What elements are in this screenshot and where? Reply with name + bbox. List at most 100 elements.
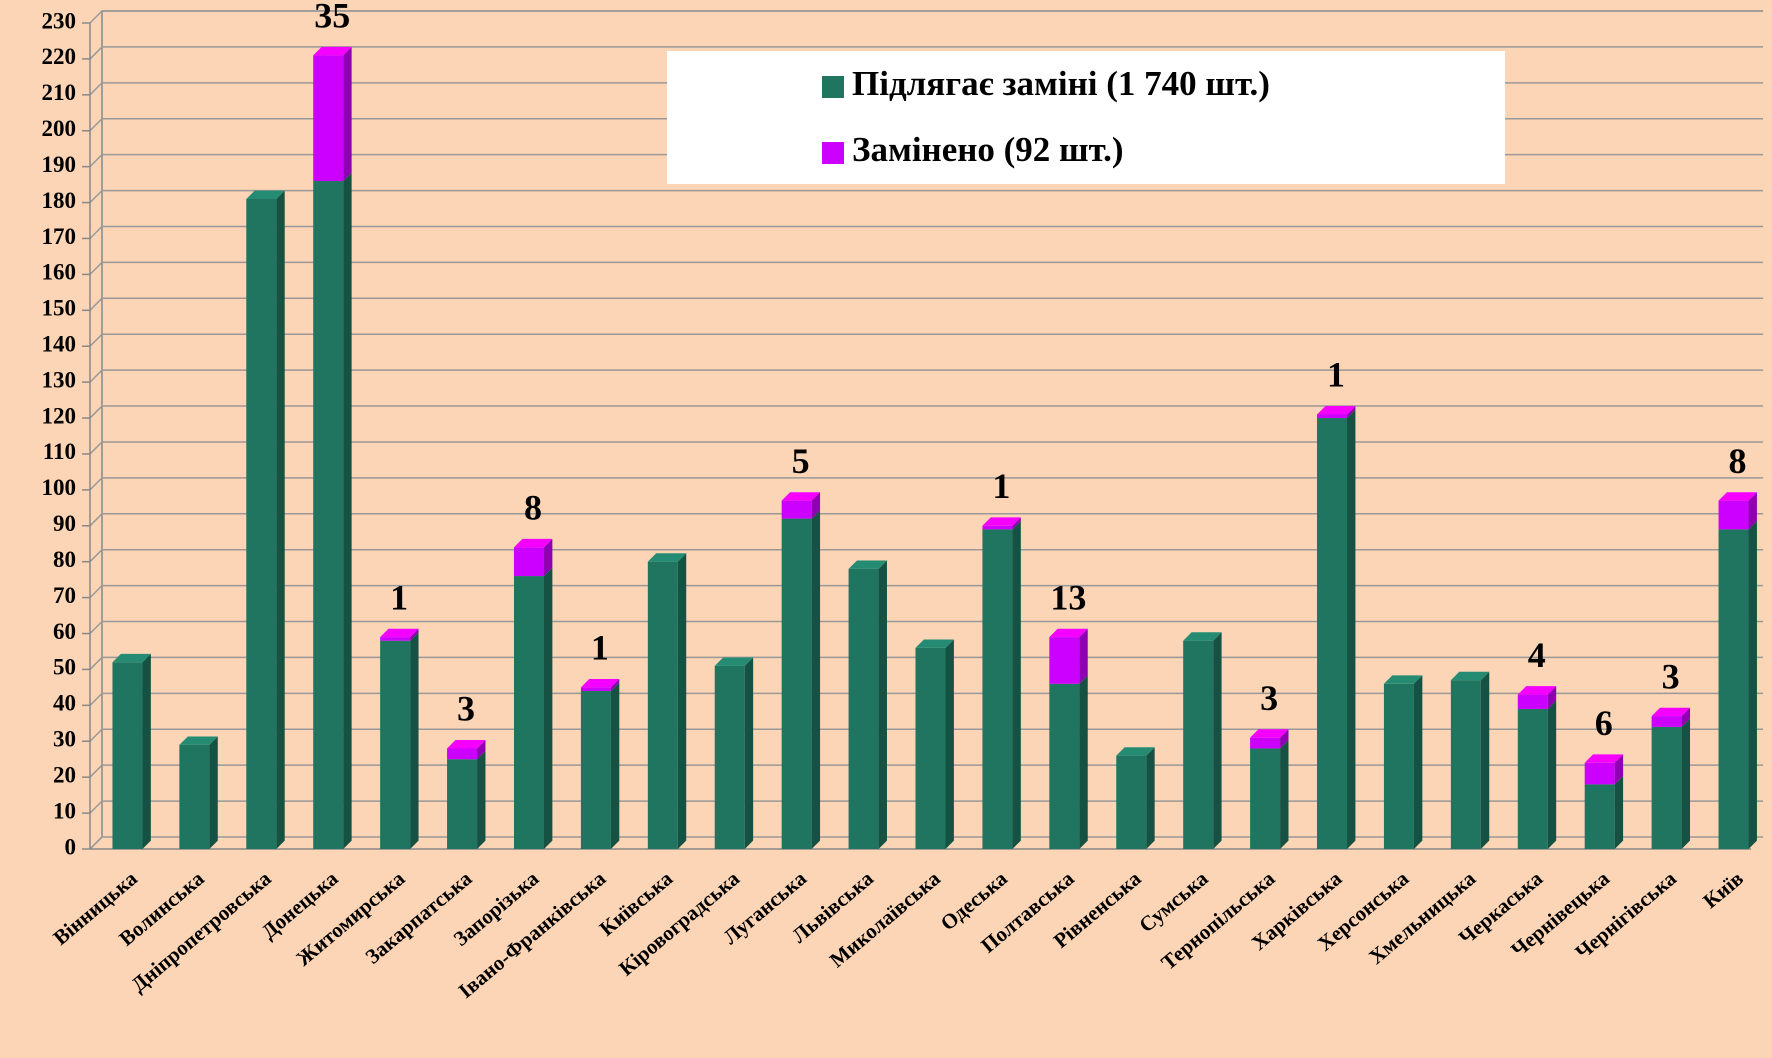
grid-line	[89, 261, 1763, 275]
bar-top	[1383, 675, 1423, 684]
bar-side	[1280, 740, 1289, 849]
bar-side	[677, 553, 687, 849]
grid-line	[89, 46, 1763, 60]
y-tick-label: 10	[53, 798, 76, 823]
bar-segment	[179, 744, 210, 849]
legend-box	[667, 51, 1505, 184]
data-label: 1	[591, 628, 609, 668]
bar-segment	[580, 687, 611, 691]
bar-top	[580, 678, 620, 688]
bar-segment	[313, 55, 344, 182]
data-label: 35	[314, 0, 350, 36]
bar-top	[781, 492, 821, 501]
bar-side	[811, 510, 821, 849]
data-label: 3	[1662, 656, 1680, 696]
bar-top	[915, 639, 954, 648]
bar-segment	[1718, 500, 1749, 530]
bar-side	[1079, 675, 1088, 849]
bar-side	[1614, 775, 1624, 849]
data-label: 5	[792, 441, 810, 481]
legend-swatch	[822, 76, 844, 98]
bar-top	[982, 517, 1021, 526]
y-tick-label: 170	[42, 224, 77, 249]
bar-top	[1517, 686, 1557, 695]
bar-side	[1614, 754, 1624, 785]
bar-side	[209, 736, 218, 849]
bar-side	[1413, 675, 1423, 849]
y-tick-label: 210	[42, 80, 77, 105]
bar-top	[513, 538, 553, 548]
bar-side	[945, 639, 954, 849]
bar-side	[1748, 492, 1757, 530]
bar-top	[1450, 671, 1490, 681]
bar-segment	[1116, 755, 1147, 849]
bar-top	[447, 740, 486, 749]
y-tick-label: 80	[53, 547, 76, 572]
y-tick-label: 220	[42, 44, 77, 69]
y-tick-label: 0	[65, 834, 77, 859]
bar-segment	[1049, 683, 1080, 849]
bar-segment	[1049, 637, 1080, 684]
bar-side	[744, 657, 754, 849]
bar-top	[1718, 492, 1757, 501]
y-tick-label: 190	[42, 152, 77, 177]
bar-side	[276, 190, 285, 849]
y-tick-label: 90	[53, 511, 76, 536]
bar-segment	[1383, 683, 1414, 849]
bar-side	[410, 632, 419, 849]
bar-side	[610, 682, 620, 849]
bar-top	[112, 653, 151, 663]
data-label: 8	[1729, 441, 1747, 481]
bar-segment	[313, 181, 344, 849]
bar-segment	[1584, 784, 1615, 849]
bar-top	[714, 657, 754, 666]
y-tick-label: 180	[42, 188, 77, 213]
bar-side	[1681, 718, 1691, 849]
y-tick-label: 140	[42, 331, 77, 356]
y-tick-label: 130	[42, 367, 77, 392]
y-tick-label: 120	[42, 403, 77, 428]
grid-line	[89, 297, 1763, 311]
bar-segment	[1584, 762, 1615, 785]
grid-line	[89, 548, 1763, 563]
bar-side	[1280, 729, 1289, 749]
grid-line	[89, 369, 1763, 383]
grid-line	[89, 333, 1763, 347]
bar-segment	[1517, 708, 1548, 849]
grid-line	[89, 513, 1763, 527]
bar-side	[1146, 747, 1155, 849]
y-tick-label: 50	[53, 655, 76, 680]
bar-side	[1547, 686, 1557, 709]
bar-top	[1584, 754, 1624, 763]
x-tick-label: Тернопільська	[1156, 866, 1279, 975]
bar-top	[1651, 707, 1691, 717]
bar-segment	[246, 198, 277, 850]
bar-side	[1480, 671, 1490, 849]
bar-top	[647, 553, 687, 562]
grid-line	[89, 584, 1763, 599]
bar-top	[179, 736, 218, 745]
bar-segment	[1250, 748, 1281, 849]
bar-side	[1012, 520, 1021, 849]
bar-segment	[580, 690, 611, 849]
y-tick-label: 60	[53, 619, 76, 644]
bar-top	[1183, 632, 1222, 641]
bar-top	[848, 560, 887, 569]
legend-label: Замінено (92 шт.)	[852, 130, 1124, 169]
legend-label: Підлягає заміні (1 740 шт.)	[852, 64, 1270, 103]
y-tick-label: 200	[42, 116, 77, 141]
bar-segment	[1183, 640, 1214, 849]
bar-side	[343, 46, 352, 182]
bar-top	[313, 46, 352, 56]
bar-segment	[1250, 737, 1281, 749]
bar-side	[878, 560, 887, 849]
grid-line	[89, 620, 1763, 635]
data-label: 4	[1528, 635, 1546, 675]
bar-segment	[1651, 726, 1682, 849]
y-tick-label: 40	[53, 691, 76, 716]
y-tick-label: 100	[42, 475, 77, 500]
data-label: 1	[390, 577, 408, 617]
bar-segment	[380, 637, 411, 641]
data-label: 6	[1595, 703, 1613, 743]
y-tick-label: 70	[53, 583, 76, 608]
